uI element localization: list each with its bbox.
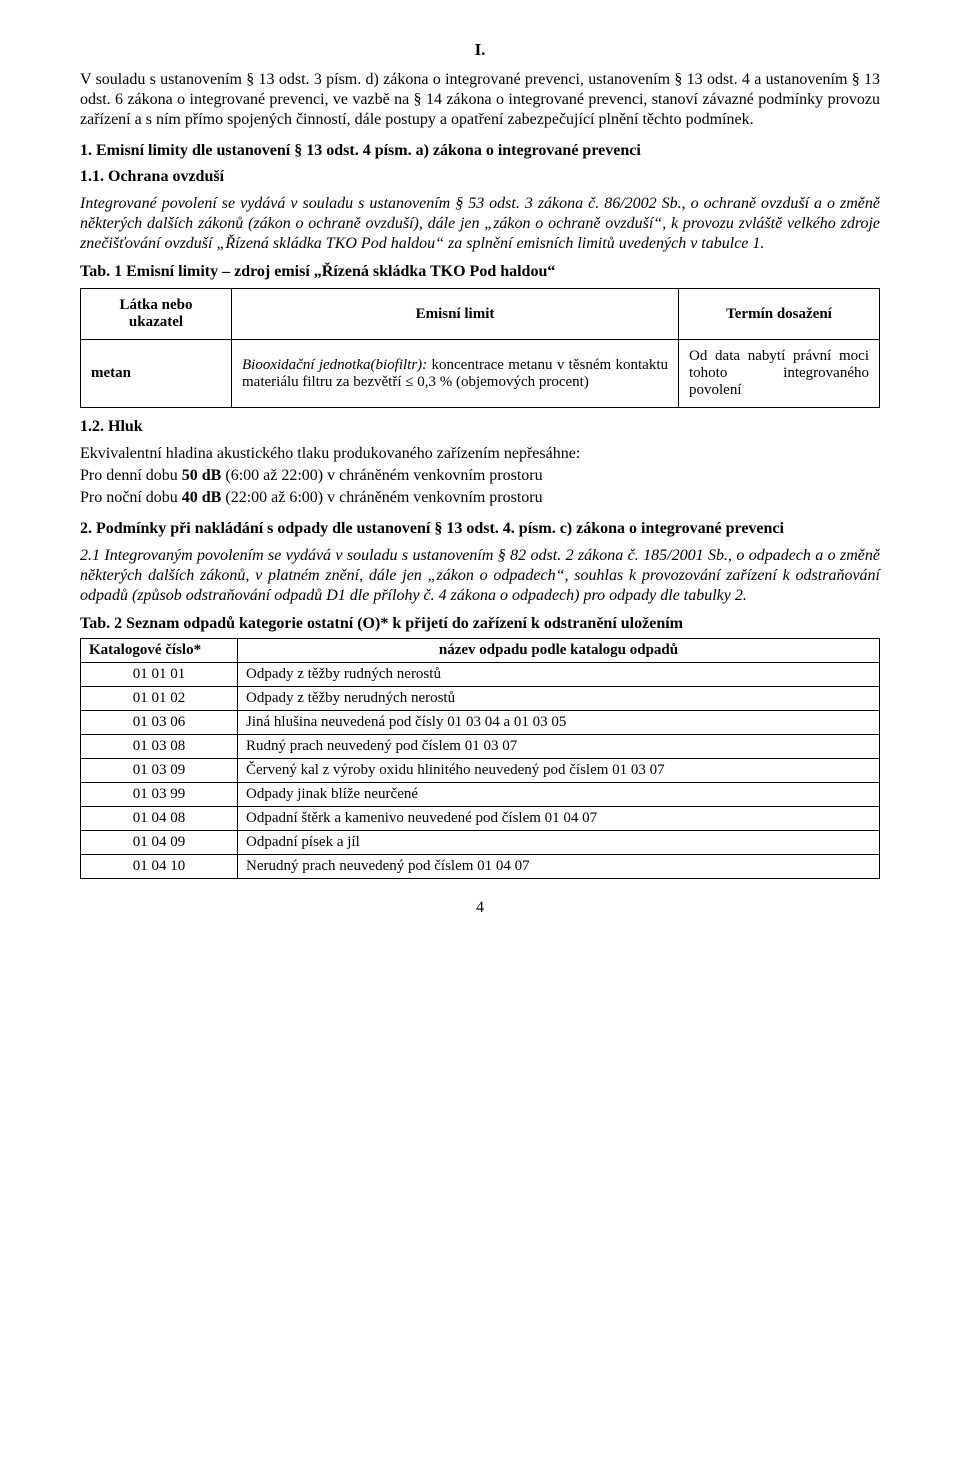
table-row: 01 03 06 Jiná hlušina neuvedená pod čísl… — [81, 711, 880, 735]
heading-1: 1. Emisní limity dle ustanovení § 13 ods… — [80, 142, 880, 160]
para-hluk-intro: Ekvivalentní hladina akustického tlaku p… — [80, 444, 880, 464]
para-1-1: Integrované povolení se vydává v souladu… — [80, 194, 880, 254]
table-row: 01 03 09 Červený kal z výroby oxidu hlin… — [81, 759, 880, 783]
table-emission-limits: Látka nebo ukazatel Emisní limit Termín … — [80, 288, 880, 408]
heading-2: 2. Podmínky při nakládání s odpady dle u… — [80, 520, 880, 538]
table-1-title: Tab. 1 Emisní limity – zdroj emisí „Říze… — [80, 262, 880, 282]
table-waste-list: Katalogové číslo* název odpadu podle kat… — [80, 638, 880, 879]
para-2-1: 2.1 Integrovaným povolením se vydává v s… — [80, 546, 880, 606]
cell-limit: Biooxidační jednotka(biofiltr): koncentr… — [232, 340, 679, 408]
para-hluk-night: Pro noční dobu 40 dB (22:00 až 6:00) v c… — [80, 488, 880, 508]
table-row: metan Biooxidační jednotka(biofiltr): ko… — [81, 340, 880, 408]
cell-name: Odpady jinak blíže neurčené — [238, 783, 880, 807]
table-row: 01 01 02 Odpady z těžby nerudných nerost… — [81, 687, 880, 711]
table-row: 01 03 99 Odpady jinak blíže neurčené — [81, 783, 880, 807]
col-header-name: název odpadu podle katalogu odpadů — [238, 639, 880, 663]
cell-termin: Od data nabytí právní moci tohoto integr… — [679, 340, 880, 408]
cell-code: 01 04 10 — [81, 855, 238, 879]
col-header-latka: Látka nebo ukazatel — [81, 289, 232, 340]
section-marker: I. — [80, 40, 880, 60]
night-suffix: (22:00 až 6:00) v chráněném venkovním pr… — [221, 489, 542, 506]
day-db: 50 dB — [182, 467, 222, 484]
cell-code: 01 04 09 — [81, 831, 238, 855]
table-row: Katalogové číslo* název odpadu podle kat… — [81, 639, 880, 663]
heading-1-1: 1.1. Ochrana ovzduší — [80, 168, 880, 186]
col-header-code: Katalogové číslo* — [81, 639, 238, 663]
heading-1-2: 1.2. Hluk — [80, 418, 880, 436]
day-prefix: Pro denní dobu — [80, 467, 182, 484]
night-db: 40 dB — [182, 489, 222, 506]
cell-name: Odpadní štěrk a kamenivo neuvedené pod č… — [238, 807, 880, 831]
cell-name: Odpady z těžby nerudných nerostů — [238, 687, 880, 711]
day-suffix: (6:00 až 22:00) v chráněném venkovním pr… — [221, 467, 542, 484]
cell-code: 01 03 08 — [81, 735, 238, 759]
cell-name: Odpadní písek a jíl — [238, 831, 880, 855]
table-row: 01 04 09 Odpadní písek a jíl — [81, 831, 880, 855]
table-2-title: Tab. 2 Seznam odpadů kategorie ostatní (… — [80, 614, 880, 634]
cell-name: Jiná hlušina neuvedená pod čísly 01 03 0… — [238, 711, 880, 735]
table-row: 01 04 08 Odpadní štěrk a kamenivo neuved… — [81, 807, 880, 831]
col-header-termin: Termín dosažení — [679, 289, 880, 340]
document-page: I. V souladu s ustanovením § 13 odst. 3 … — [0, 0, 960, 1470]
cell-name: Červený kal z výroby oxidu hlinitého neu… — [238, 759, 880, 783]
cell-name: Odpady z těžby rudných nerostů — [238, 663, 880, 687]
col-header-limit: Emisní limit — [232, 289, 679, 340]
table-row: 01 01 01 Odpady z těžby rudných nerostů — [81, 663, 880, 687]
cell-code: 01 03 06 — [81, 711, 238, 735]
table-row: 01 04 10 Nerudný prach neuvedený pod čís… — [81, 855, 880, 879]
page-number: 4 — [80, 899, 880, 917]
night-prefix: Pro noční dobu — [80, 489, 182, 506]
table-row: 01 03 08 Rudný prach neuvedený pod čísle… — [81, 735, 880, 759]
cell-latka: metan — [81, 340, 232, 408]
cell-name: Rudný prach neuvedený pod číslem 01 03 0… — [238, 735, 880, 759]
para-hluk-day: Pro denní dobu 50 dB (6:00 až 22:00) v c… — [80, 466, 880, 486]
table-row: Látka nebo ukazatel Emisní limit Termín … — [81, 289, 880, 340]
cell-code: 01 04 08 — [81, 807, 238, 831]
intro-paragraph: V souladu s ustanovením § 13 odst. 3 pís… — [80, 70, 880, 130]
cell-code: 01 03 99 — [81, 783, 238, 807]
cell-code: 01 01 01 — [81, 663, 238, 687]
cell-name: Nerudný prach neuvedený pod číslem 01 04… — [238, 855, 880, 879]
limit-italic: Biooxidační jednotka(biofiltr): — [242, 357, 427, 373]
cell-code: 01 01 02 — [81, 687, 238, 711]
cell-code: 01 03 09 — [81, 759, 238, 783]
